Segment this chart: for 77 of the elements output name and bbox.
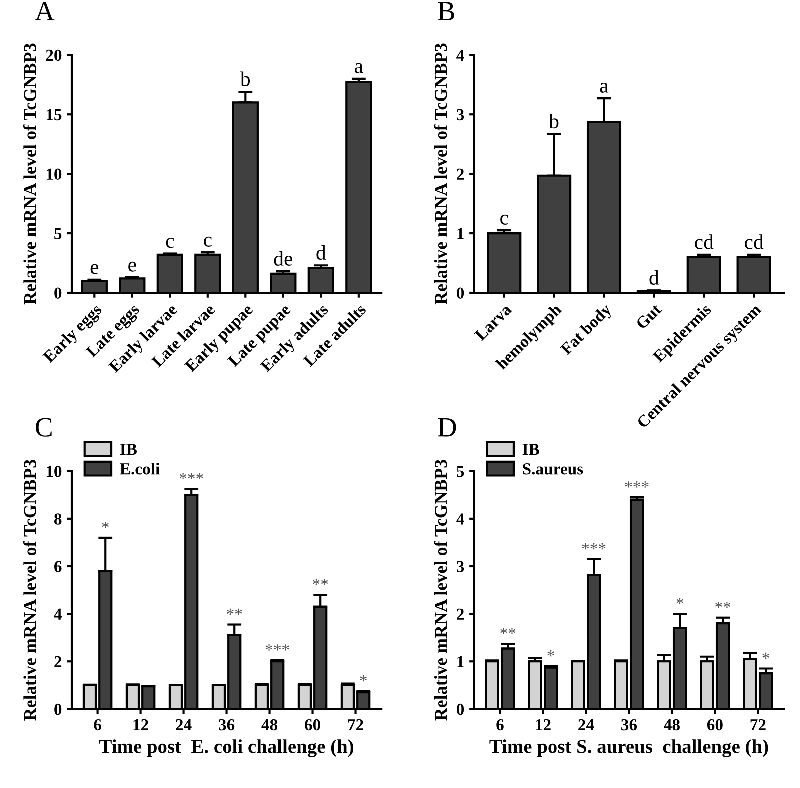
x-axis-title: Time post E. coli challenge (h): [100, 740, 354, 758]
x-tick-label: 24: [578, 719, 594, 730]
y-tick-label: 4: [456, 50, 464, 61]
annotation: ***: [625, 482, 649, 488]
annotation: **: [227, 608, 242, 616]
y-tick-label: 10: [46, 168, 62, 180]
annotation: **: [500, 628, 516, 634]
y-tick-label: 15: [46, 109, 62, 121]
y-tick-label: 0: [457, 288, 464, 299]
annotation: de: [274, 251, 293, 266]
y-axis-title: Relative mRNA level of TcGNBP3: [434, 460, 448, 721]
annotation: *: [762, 652, 770, 660]
x-tick-label: 36: [219, 719, 235, 731]
y-tick-label: 0: [54, 288, 62, 299]
annotation: c: [204, 236, 212, 247]
y-tick-label: 20: [46, 50, 62, 62]
annotation: d: [650, 270, 660, 285]
y-tick-label: 2: [457, 608, 464, 620]
legend-label: IB: [120, 444, 137, 456]
legend-label: IB: [522, 444, 540, 456]
annotation: b: [240, 72, 250, 86]
x-tick-label: 36: [622, 719, 638, 731]
annotation: c: [166, 238, 174, 248]
annotation: *: [548, 650, 554, 657]
x-tick-label: 24: [176, 719, 192, 730]
x-tick-label: 60: [707, 719, 723, 731]
y-axis-title: Relative mRNA level of TcGNBP3: [24, 44, 36, 305]
y-axis-title: Relative mRNA level of TcGNBP3: [434, 44, 448, 305]
x-tick-label: 60: [305, 719, 320, 731]
annotation: *: [676, 598, 684, 604]
annotation: e: [128, 262, 136, 272]
y-tick-label: 4: [456, 514, 464, 525]
x-tick-label: 12: [134, 719, 148, 730]
y-axis-title: Relative mRNA level of TcGNBP3: [24, 460, 36, 721]
annotation: b: [549, 114, 559, 129]
x-tick-label: 6: [94, 719, 102, 731]
y-tick-label: 2: [457, 168, 464, 180]
x-tick-label: 12: [536, 719, 551, 730]
y-tick-label: 10: [46, 466, 62, 478]
x-tick-label: 72: [348, 719, 364, 730]
y-tick-label: 1: [458, 228, 464, 240]
x-tick-label: 72: [750, 719, 766, 730]
annotation: a: [355, 63, 364, 74]
y-tick-label: 2: [54, 656, 62, 668]
x-tick-label: 48: [664, 719, 680, 731]
chart-title: B: [438, 2, 454, 21]
y-tick-label: 3: [457, 561, 464, 572]
annotation: ***: [180, 473, 204, 480]
annotation: ***: [582, 544, 606, 550]
y-tick-label: 6: [54, 561, 62, 572]
chart-title: C: [36, 418, 52, 437]
legend-label: S.aureus: [523, 464, 584, 475]
annotation: c: [500, 214, 508, 225]
annotation: e: [90, 264, 99, 274]
y-tick-label: 3: [457, 109, 464, 121]
y-tick-label: 1: [458, 656, 464, 668]
x-axis-title: Time post S. aureus challenge (h): [490, 740, 768, 758]
y-tick-label: 8: [54, 514, 62, 525]
x-tick-label: 48: [262, 719, 278, 731]
annotation: cd: [745, 234, 764, 250]
chart-title: D: [438, 418, 456, 437]
x-tick-label: 6: [496, 719, 504, 731]
y-tick-label: 0: [54, 704, 62, 716]
annotation: *: [102, 522, 109, 528]
chart-title: A: [35, 2, 55, 20]
annotation: *: [360, 676, 367, 682]
annotation: d: [316, 245, 326, 260]
y-tick-label: 4: [54, 608, 62, 620]
annotation: a: [600, 82, 609, 93]
annotation: ***: [266, 644, 290, 651]
y-tick-label: 0: [457, 704, 464, 716]
annotation: **: [716, 602, 731, 608]
y-tick-label: 5: [54, 228, 62, 240]
y-tick-label: 5: [457, 466, 464, 478]
annotation: cd: [695, 234, 714, 250]
annotation: **: [313, 579, 328, 586]
legend-label: E.coli: [120, 463, 160, 475]
